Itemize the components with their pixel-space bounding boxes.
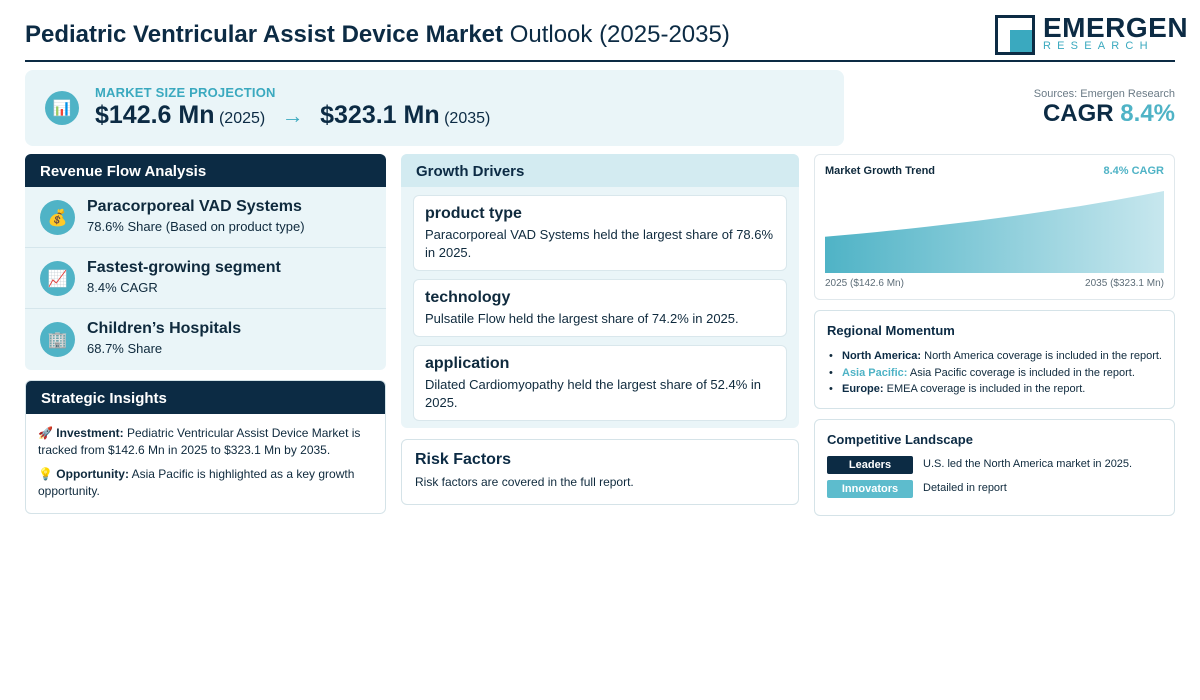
trend-end-label: 2035 ($323.1 Mn) (1085, 278, 1164, 289)
driver-card: application Dilated Cardiomyopathy held … (413, 345, 787, 421)
page-title: Pediatric Ventricular Assist Device Mark… (25, 21, 730, 49)
region-text: Asia Pacific coverage is included in the… (909, 366, 1135, 379)
list-item: Europe: EMEA coverage is included in the… (827, 381, 1162, 398)
driver-card: product type Paracorporeal VAD Systems h… (413, 195, 787, 271)
revenue-item-title: Children’s Hospitals (87, 320, 242, 337)
cagr-label: CAGR (1042, 100, 1114, 127)
market-size-label: MARKET SIZE PROJECTION (95, 85, 276, 100)
risk-factors-text: Risk factors are covered in the full rep… (415, 475, 634, 489)
revenue-flow-panel: Revenue Flow Analysis 💰 Paracorporeal VA… (25, 154, 386, 370)
list-item: Asia Pacific: Asia Pacific coverage is i… (827, 365, 1162, 382)
region-name: North America: (842, 350, 922, 362)
cagr-headline: CAGR 8.4% (1043, 100, 1175, 128)
regional-momentum-panel: Regional Momentum North America: North A… (814, 310, 1175, 409)
driver-title: technology (425, 289, 511, 306)
competitive-text: Detailed in report (923, 482, 1007, 494)
competitive-row: Leaders U.S. led the North America marke… (827, 456, 1162, 474)
leaders-badge: Leaders (827, 456, 913, 474)
trend-area (825, 191, 1164, 273)
lightbulb-icon: 💡 (38, 467, 53, 481)
driver-text: Dilated Cardiomyopathy held the largest … (425, 377, 762, 410)
opportunity-text: Asia Pacific is highlighted as a key gro… (38, 467, 355, 498)
driver-text: Paracorporeal VAD Systems held the large… (425, 227, 774, 260)
driver-title: application (425, 355, 510, 372)
revenue-item: 💰 Paracorporeal VAD Systems 78.6% Share … (25, 187, 386, 248)
start-value: $142.6 Mn (95, 101, 215, 129)
risk-factors-panel: Risk Factors Risk factors are covered in… (401, 439, 799, 505)
growth-drivers-panel: Growth Drivers product type Paracorporea… (401, 154, 799, 428)
trend-cagr: 8.4% CAGR (1103, 165, 1164, 177)
opportunity-label: Opportunity: (56, 467, 129, 481)
market-growth-trend-panel: Market Growth Trend 8.4% CAGR 2025 ($142… (814, 154, 1175, 300)
list-item: North America: North America coverage is… (827, 348, 1162, 365)
start-year: (2025) (218, 110, 266, 127)
revenue-item-title: Paracorporeal VAD Systems (87, 198, 302, 215)
revenue-item-title: Fastest-growing segment (87, 259, 281, 276)
revenue-item-sub: 68.7% Share (87, 341, 163, 356)
strategic-insights-title: Strategic Insights (26, 381, 385, 414)
strategic-insights-body: 🚀 Investment: Pediatric Ventricular Assi… (26, 414, 385, 513)
competitive-landscape-title: Competitive Landscape (827, 432, 973, 447)
trend-title: Market Growth Trend (825, 165, 936, 177)
innovators-badge: Innovators (827, 480, 913, 498)
revenue-flow-title: Revenue Flow Analysis (25, 154, 386, 187)
logo-word: EMERGEN (1043, 12, 1189, 43)
market-size-banner: 📊 MARKET SIZE PROJECTION $142.6 Mn (2025… (25, 70, 844, 146)
emergen-logo: EMERGEN RESEARCH (995, 12, 1188, 56)
rocket-icon: 🚀 (38, 426, 53, 440)
region-text: North America coverage is included in th… (924, 350, 1162, 362)
competitive-text: U.S. led the North America market in 202… (923, 458, 1133, 470)
competitive-landscape-panel: Competitive Landscape Leaders U.S. led t… (814, 419, 1175, 516)
page-header: Pediatric Ventricular Assist Device Mark… (25, 12, 1188, 62)
growth-drivers-title: Growth Drivers (401, 154, 799, 187)
region-text: EMEA coverage is included in the report. (886, 383, 1086, 395)
competitive-row: Innovators Detailed in report (827, 480, 1162, 498)
revenue-item-sub: 78.6% Share (Based on product type) (87, 219, 305, 234)
cagr-value: 8.4% (1120, 100, 1175, 127)
regional-momentum-title: Regional Momentum (827, 323, 955, 338)
driver-title: product type (425, 205, 522, 222)
revenue-item-sub: 8.4% CAGR (87, 280, 158, 295)
region-name: Asia Pacific: (842, 366, 908, 379)
logo-sub: RESEARCH (1043, 40, 1154, 52)
page-title-rest: Outlook (2025-2035) (509, 21, 730, 48)
logo-mark-icon (995, 15, 1035, 55)
trend-start-label: 2025 ($142.6 Mn) (825, 278, 904, 289)
opportunity-insight: 💡 Opportunity: Asia Pacific is highlight… (38, 466, 373, 500)
driver-card: technology Pulsatile Flow held the large… (413, 279, 787, 337)
trend-chart (825, 191, 1164, 273)
investment-label: Investment: (56, 426, 124, 440)
page-title-bold: Pediatric Ventricular Assist Device Mark… (25, 21, 504, 48)
strategic-insights-panel: Strategic Insights 🚀 Investment: Pediatr… (25, 380, 386, 514)
market-size-values: $142.6 Mn (2025) → $323.1 Mn (2035) (95, 101, 490, 130)
regional-list: North America: North America coverage is… (827, 348, 1162, 398)
bar-chart-icon: 📊 (45, 91, 79, 125)
revenue-item: 📈 Fastest-growing segment 8.4% CAGR (25, 248, 386, 309)
end-value: $323.1 Mn (320, 101, 440, 129)
hospital-icon: 🏢 (40, 322, 75, 357)
end-year: (2035) (444, 110, 491, 127)
revenue-item: 🏢 Children’s Hospitals 68.7% Share (25, 309, 386, 370)
sources-text: Sources: Emergen Research (1033, 88, 1175, 100)
risk-factors-title: Risk Factors (415, 451, 512, 468)
investment-text: Pediatric Ventricular Assist Device Mark… (38, 426, 361, 457)
investment-insight: 🚀 Investment: Pediatric Ventricular Assi… (38, 425, 373, 459)
arrow-right-icon: → (281, 103, 304, 128)
region-name: Europe: (842, 383, 884, 395)
money-bag-icon: 💰 (40, 200, 75, 235)
trend-up-icon: 📈 (40, 261, 75, 296)
driver-text: Pulsatile Flow held the largest share of… (425, 311, 739, 326)
